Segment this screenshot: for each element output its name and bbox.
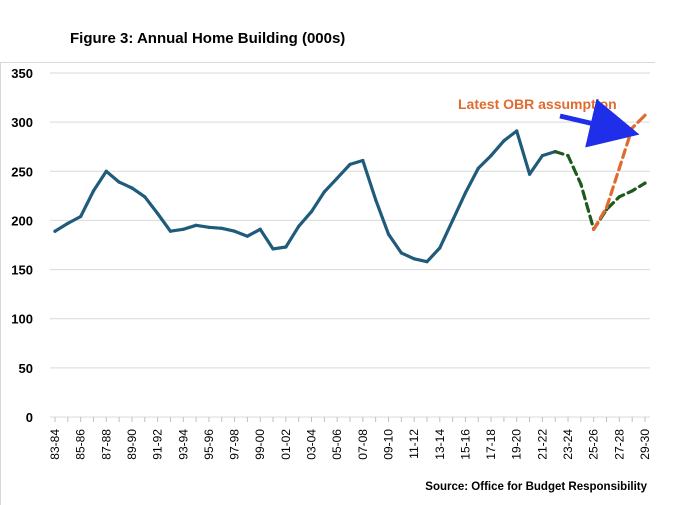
data-point	[271, 247, 275, 251]
data-point	[53, 229, 57, 233]
data-point	[540, 153, 544, 158]
data-point	[502, 139, 506, 143]
data-point	[386, 232, 391, 236]
x-tick-label: 01-02	[279, 429, 293, 460]
data-point	[604, 206, 609, 210]
x-tick-label: 13-14	[433, 429, 447, 460]
data-point	[579, 182, 583, 186]
source-note: Source: Office for Budget Responsibility	[425, 481, 647, 493]
y-tick-label: 350	[11, 66, 33, 81]
data-point	[322, 190, 326, 194]
data-point	[117, 180, 121, 184]
data-point	[399, 251, 403, 255]
data-point	[566, 153, 570, 158]
data-point	[258, 227, 262, 231]
x-tick-label: 89-90	[125, 429, 139, 460]
x-tick-label: 23-24	[561, 429, 575, 460]
x-tick-label: 87-88	[99, 429, 113, 460]
data-point	[630, 126, 634, 130]
x-tick-label: 99-00	[253, 429, 267, 460]
data-point	[527, 172, 532, 176]
data-point	[284, 245, 288, 249]
data-point	[143, 195, 147, 199]
x-tick-label: 95-96	[202, 429, 216, 460]
data-point	[515, 129, 519, 133]
data-point	[553, 150, 557, 154]
x-tick-label: 15-16	[458, 429, 472, 460]
y-tick-label: 100	[11, 312, 33, 327]
x-tick-label: 91-92	[151, 429, 165, 460]
x-tick-label: 25-26	[587, 429, 601, 460]
data-point	[425, 260, 429, 264]
y-tick-label: 200	[11, 213, 33, 228]
x-tick-label: 83-84	[48, 429, 62, 460]
y-tick-label: 150	[11, 263, 33, 278]
data-point	[489, 153, 493, 158]
x-tick-label: 19-20	[510, 429, 524, 460]
data-point	[412, 257, 416, 261]
chart-frame	[0, 62, 655, 505]
y-tick-label: 300	[11, 115, 33, 130]
data-point	[168, 229, 173, 233]
data-point	[104, 169, 108, 173]
y-tick-label: 250	[11, 164, 33, 179]
y-tick-label: 0	[26, 410, 33, 425]
data-point	[207, 225, 211, 229]
data-point	[348, 162, 352, 167]
data-point	[66, 221, 70, 225]
data-point	[130, 186, 134, 190]
data-point	[476, 166, 480, 170]
x-tick-label: 03-04	[305, 429, 319, 460]
y-tick-label: 50	[19, 361, 33, 376]
x-tick-label: 21-22	[535, 429, 549, 460]
data-point	[361, 158, 365, 163]
data-point	[438, 246, 442, 250]
data-point	[297, 224, 301, 228]
x-tick-label: 27-28	[612, 429, 626, 460]
annotation-label: Latest OBR assumption	[458, 96, 617, 112]
data-point	[335, 176, 339, 180]
data-point	[194, 223, 198, 227]
x-tick-label: 97-98	[228, 429, 242, 460]
data-point	[617, 166, 621, 170]
data-point	[220, 226, 224, 230]
data-point	[630, 189, 634, 193]
data-point	[156, 211, 160, 216]
annotation-arrow	[559, 98, 640, 148]
data-point	[374, 198, 378, 202]
x-tick-label: 07-08	[356, 429, 370, 460]
data-point	[617, 195, 621, 199]
series-line-1	[53, 129, 557, 264]
chart-title: Figure 3: Annual Home Building (000s)	[70, 30, 346, 47]
data-point	[309, 209, 314, 214]
data-point	[451, 218, 455, 223]
x-tick-label: 29-30	[638, 429, 652, 460]
data-point	[79, 214, 83, 219]
x-tick-label: 85-86	[74, 429, 88, 460]
x-tick-label: 93-94	[176, 429, 190, 460]
x-tick-label: 05-06	[330, 429, 344, 460]
x-tick-label: 11-12	[407, 429, 421, 459]
x-tick-label: 17-18	[484, 429, 498, 460]
data-point	[592, 227, 596, 231]
data-point	[643, 181, 647, 185]
data-point	[245, 234, 249, 238]
data-point	[643, 113, 647, 117]
data-point	[91, 189, 96, 193]
data-point	[463, 191, 468, 195]
data-point	[181, 227, 185, 231]
x-tick-label: 09-10	[381, 429, 395, 460]
data-point	[232, 229, 237, 233]
